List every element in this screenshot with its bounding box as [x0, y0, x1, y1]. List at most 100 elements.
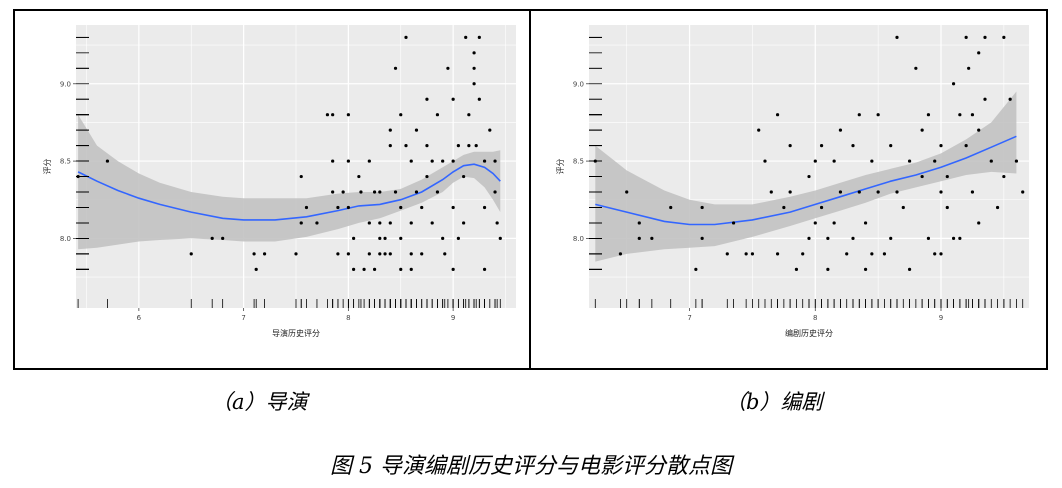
data-point — [425, 174, 429, 179]
data-point — [409, 267, 413, 271]
x-axis-title: 编剧历史评分 — [785, 328, 833, 338]
data-point — [399, 236, 403, 241]
data-point — [472, 82, 476, 86]
data-point — [838, 128, 843, 132]
data-point — [700, 205, 704, 210]
data-point — [331, 159, 335, 163]
data-point — [782, 205, 786, 210]
data-point — [399, 205, 403, 210]
data-point — [414, 190, 419, 194]
data-point — [970, 190, 975, 194]
data-point — [983, 35, 987, 39]
data-point — [409, 159, 413, 163]
data-point — [262, 252, 267, 256]
data-point — [964, 35, 968, 39]
data-point — [495, 221, 499, 225]
data-point — [794, 267, 799, 271]
data-point — [882, 252, 887, 256]
data-point — [920, 174, 924, 179]
data-point — [851, 236, 855, 241]
data-point — [813, 221, 817, 225]
data-point — [970, 113, 975, 117]
data-point — [388, 221, 392, 225]
y-axis-title: 评分 — [43, 159, 52, 175]
data-point — [939, 144, 943, 148]
data-point — [105, 159, 110, 163]
data-point — [637, 236, 641, 241]
data-point — [618, 252, 623, 256]
x-tick-label: 7 — [241, 314, 245, 322]
data-point — [482, 205, 487, 210]
data-point — [210, 236, 214, 241]
data-point — [393, 190, 398, 194]
data-point — [451, 267, 455, 271]
data-point — [977, 128, 981, 132]
data-point — [857, 113, 861, 117]
data-point — [1008, 97, 1012, 101]
data-point — [367, 252, 371, 256]
data-point — [441, 159, 445, 163]
data-point — [493, 190, 497, 194]
x-tick-label: 9 — [451, 314, 455, 322]
data-point — [346, 113, 350, 117]
data-point — [331, 113, 335, 117]
data-point — [757, 128, 761, 132]
data-point — [951, 236, 956, 241]
data-point — [907, 267, 912, 271]
data-point — [435, 113, 440, 117]
data-point — [472, 51, 476, 55]
data-point — [462, 174, 466, 179]
data-point — [425, 97, 429, 101]
data-point — [388, 144, 392, 148]
data-point — [372, 267, 377, 271]
data-point — [807, 174, 811, 179]
data-point — [341, 190, 345, 194]
scatter-panel-director: 6 7 8 9 8.0 8.5 9.0 导演历史评分 评分 — [43, 25, 516, 338]
data-point — [694, 267, 698, 271]
data-point — [951, 82, 956, 86]
data-point — [775, 113, 780, 117]
data-point — [456, 144, 460, 148]
data-point — [359, 190, 363, 194]
data-point — [441, 236, 445, 241]
data-point — [870, 159, 874, 163]
data-point — [383, 252, 387, 256]
data-point — [832, 159, 836, 163]
data-point — [1021, 190, 1025, 194]
y-tick-label: 9.0 — [573, 80, 584, 88]
data-point — [378, 221, 382, 225]
data-point — [1014, 159, 1019, 163]
data-point — [254, 267, 258, 271]
data-point — [863, 267, 868, 271]
y-tick-label: 9.0 — [60, 80, 71, 88]
panel-divider — [529, 9, 531, 370]
data-point — [498, 236, 502, 241]
data-point — [889, 144, 893, 148]
data-point — [995, 205, 1000, 210]
data-point — [477, 97, 481, 101]
data-point — [863, 221, 868, 225]
data-point — [404, 144, 408, 148]
data-point — [920, 128, 924, 132]
data-point — [409, 221, 413, 225]
data-point — [700, 236, 704, 241]
x-tick-label: 6 — [137, 314, 142, 322]
data-point — [964, 144, 968, 148]
x-axis-title: 导演历史评分 — [272, 328, 320, 338]
data-point — [945, 205, 949, 210]
data-point — [435, 190, 440, 194]
data-point — [857, 190, 861, 194]
data-point — [294, 252, 298, 256]
confidence-band — [78, 114, 501, 250]
data-point — [1002, 35, 1006, 39]
data-point — [669, 205, 673, 210]
data-point — [372, 190, 377, 194]
data-point — [826, 267, 830, 271]
data-point — [889, 236, 893, 241]
data-point — [425, 144, 429, 148]
data-point — [331, 190, 335, 194]
confidence-band — [595, 91, 1017, 262]
data-point — [967, 66, 971, 70]
data-point — [383, 236, 387, 241]
data-point — [477, 35, 481, 39]
